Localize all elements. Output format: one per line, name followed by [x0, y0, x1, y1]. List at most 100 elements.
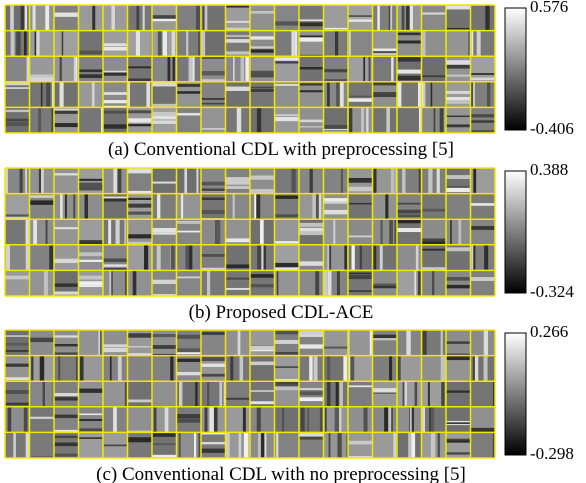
filter-atom	[79, 194, 104, 220]
filter-stroke	[44, 270, 48, 296]
colorbar-max-label: 0.266	[530, 322, 568, 341]
filter-stroke	[348, 98, 373, 102]
filter-stroke	[92, 82, 95, 108]
filter-stroke	[275, 352, 300, 354]
filter-atom	[103, 356, 128, 382]
filter-atom	[299, 245, 324, 271]
filter-stroke	[389, 219, 393, 245]
filter-stroke	[5, 87, 30, 89]
filter-atom	[79, 381, 104, 407]
filter-stroke	[54, 283, 79, 286]
filter-stroke	[103, 198, 128, 201]
filter-stroke	[299, 67, 324, 69]
filter-stroke	[299, 391, 324, 395]
filter-stroke	[46, 82, 50, 108]
filter-stroke	[143, 5, 145, 31]
filter-stroke	[314, 356, 318, 382]
filter-stroke	[348, 179, 373, 182]
filter-stroke	[438, 432, 441, 458]
filter-stroke	[264, 245, 267, 271]
filter-atom	[422, 5, 447, 31]
filter-stroke	[109, 270, 111, 296]
filter-stroke	[128, 66, 153, 68]
filter-stroke	[170, 356, 173, 382]
filter-stroke	[333, 219, 335, 245]
filter-stroke	[195, 381, 197, 407]
filter-stroke	[250, 284, 275, 287]
filter-atom	[324, 330, 349, 356]
filter-atom	[373, 194, 398, 220]
filter-stroke	[62, 31, 64, 57]
filter-stroke	[5, 82, 30, 85]
filter-stroke	[128, 168, 153, 170]
filter-stroke	[422, 209, 447, 212]
filter-atom	[128, 219, 153, 245]
filter-grid	[5, 330, 495, 458]
filter-stroke	[350, 356, 354, 382]
filter-stroke	[103, 445, 128, 447]
filter-stroke	[98, 330, 100, 356]
filter-stroke	[21, 5, 25, 31]
filter-stroke	[471, 120, 496, 122]
filter-stroke	[402, 168, 405, 194]
filter-atom	[373, 381, 398, 407]
filter-grid	[5, 5, 495, 133]
filter-stroke	[201, 442, 226, 444]
filter-stroke	[39, 168, 41, 194]
filter-stroke	[275, 57, 300, 60]
filter-stroke	[377, 5, 379, 31]
filter-stroke	[103, 111, 128, 114]
filter-stroke	[5, 276, 30, 280]
filter-atom	[373, 330, 398, 356]
filter-stroke	[369, 56, 371, 82]
filter-stroke	[327, 82, 330, 108]
filter-stroke	[103, 72, 128, 75]
filter-stroke	[397, 228, 422, 232]
filter-stroke	[226, 21, 251, 23]
filter-stroke	[79, 74, 104, 78]
filter-stroke	[275, 263, 300, 267]
filter-stroke	[250, 401, 275, 404]
filter-stroke	[177, 91, 202, 93]
filter-atom	[397, 107, 422, 133]
filter-stroke	[373, 245, 376, 271]
filter-stroke	[348, 441, 373, 445]
filter-atom	[128, 270, 153, 296]
filter-stroke	[397, 57, 422, 61]
filter-stroke	[60, 56, 62, 82]
filter-stroke	[79, 51, 104, 55]
filter-atom	[30, 381, 55, 407]
filter-stroke	[152, 232, 177, 234]
filter-stroke	[5, 110, 30, 112]
filter-stroke	[275, 387, 300, 390]
filter-stroke	[446, 60, 471, 64]
filter-stroke	[152, 345, 177, 349]
filter-atom	[446, 31, 471, 57]
filter-stroke	[226, 238, 251, 242]
filter-stroke	[397, 210, 422, 214]
filter-stroke	[184, 168, 187, 194]
filter-stroke	[250, 73, 275, 77]
filter-stroke	[446, 91, 471, 94]
filter-stroke	[391, 168, 394, 194]
filter-stroke	[299, 397, 324, 401]
filter-stroke	[201, 57, 226, 59]
filter-stroke	[116, 219, 120, 245]
filter-atom	[373, 5, 398, 31]
filter-stroke	[128, 191, 153, 193]
filter-stroke	[46, 219, 48, 245]
filter-stroke	[5, 122, 30, 126]
filter-stroke	[177, 372, 202, 375]
filter-stroke	[440, 107, 444, 133]
filter-stroke	[397, 33, 422, 36]
filter-atom	[471, 219, 496, 245]
filter-stroke	[103, 124, 128, 128]
filter-stroke	[5, 377, 30, 380]
filter-stroke	[54, 291, 79, 294]
filter-stroke	[216, 219, 220, 245]
filter-atom	[446, 270, 471, 296]
filter-stroke	[54, 443, 79, 447]
filter-stroke	[275, 21, 300, 25]
filter-stroke	[250, 87, 275, 89]
filter-stroke	[194, 432, 196, 458]
